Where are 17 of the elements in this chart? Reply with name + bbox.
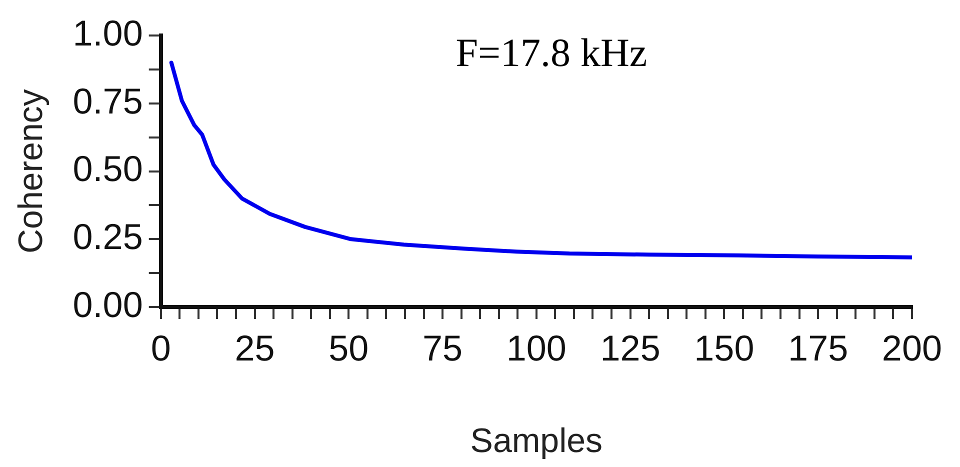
y-axis-title: Coherency [12, 89, 50, 254]
y-tick-label: 0.75 [72, 80, 143, 122]
x-tick-label: 75 [422, 328, 463, 369]
y-tick-label: 0.50 [72, 148, 143, 190]
x-axis-title: Samples [470, 422, 603, 460]
y-tick-label: 1.00 [72, 12, 143, 54]
x-tick-label: 200 [882, 328, 942, 369]
y-tick-label: 0.00 [72, 284, 143, 325]
x-tick-label: 0 [150, 328, 171, 369]
annotation: F=17.8 kHz [456, 30, 648, 76]
y-tick-label: 0.25 [72, 216, 143, 258]
x-tick-label: 150 [694, 328, 754, 369]
x-tick-label: 125 [600, 328, 660, 369]
x-tick-label: 50 [328, 328, 369, 369]
x-tick-label: 175 [788, 328, 848, 369]
x-tick-label: 25 [234, 328, 275, 369]
x-tick-label: 100 [506, 328, 566, 369]
